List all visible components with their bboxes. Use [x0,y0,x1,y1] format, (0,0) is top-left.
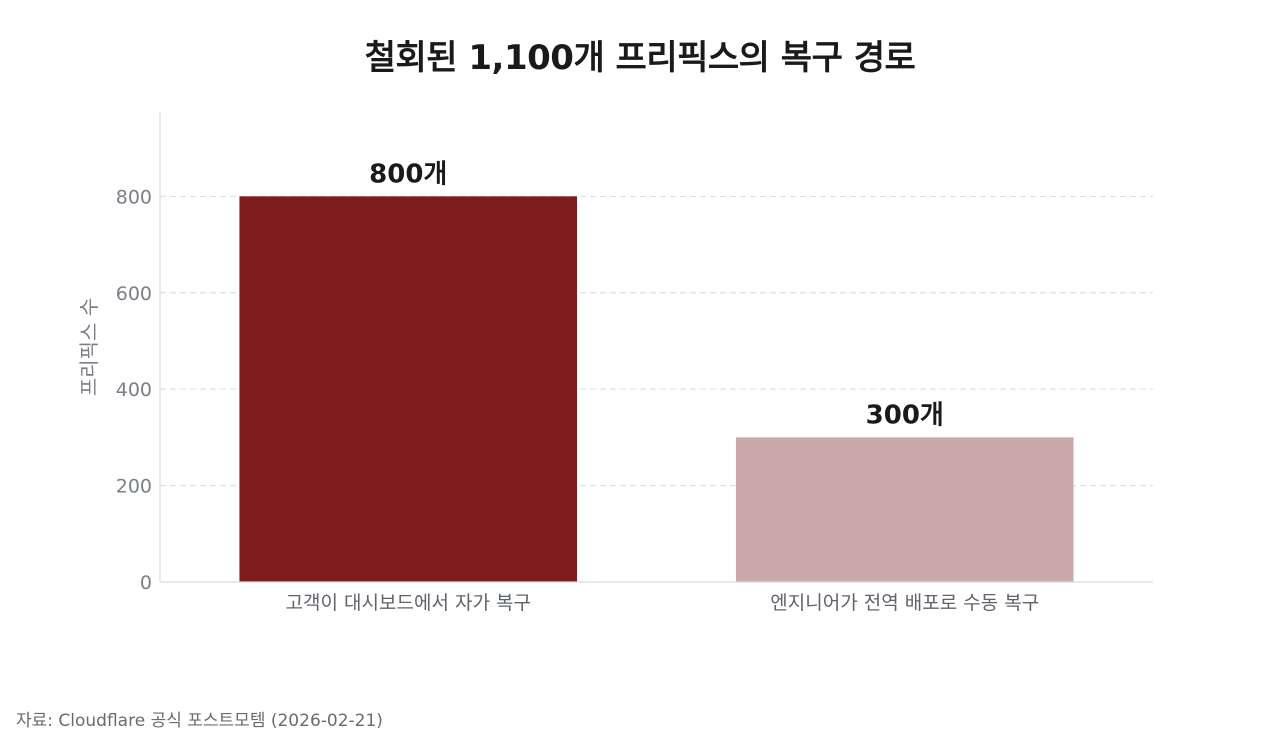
x-tick-label: 고객이 대시보드에서 자가 복구 [286,592,531,614]
data-label: 300개 [866,400,944,430]
y-tick-label: 800 [116,186,152,208]
y-axis-label: 프리픽스 수 [77,298,101,396]
chart-title: 철회된 1,100개 프리픽스의 복구 경로 [364,38,916,78]
y-tick-label: 0 [140,572,152,594]
y-tick-label: 400 [116,379,152,401]
y-tick-label: 200 [116,476,152,498]
bars [239,196,1074,582]
bar [239,196,578,582]
x-tick-label: 엔지니어가 전역 배포로 수동 복구 [770,592,1039,614]
data-label: 800개 [369,159,447,189]
source-note: 자료: Cloudflare 공식 포스트모템 (2026-02-21) [16,711,383,731]
axes [159,112,1153,583]
y-tick-label: 600 [116,283,152,305]
bar [735,437,1074,582]
